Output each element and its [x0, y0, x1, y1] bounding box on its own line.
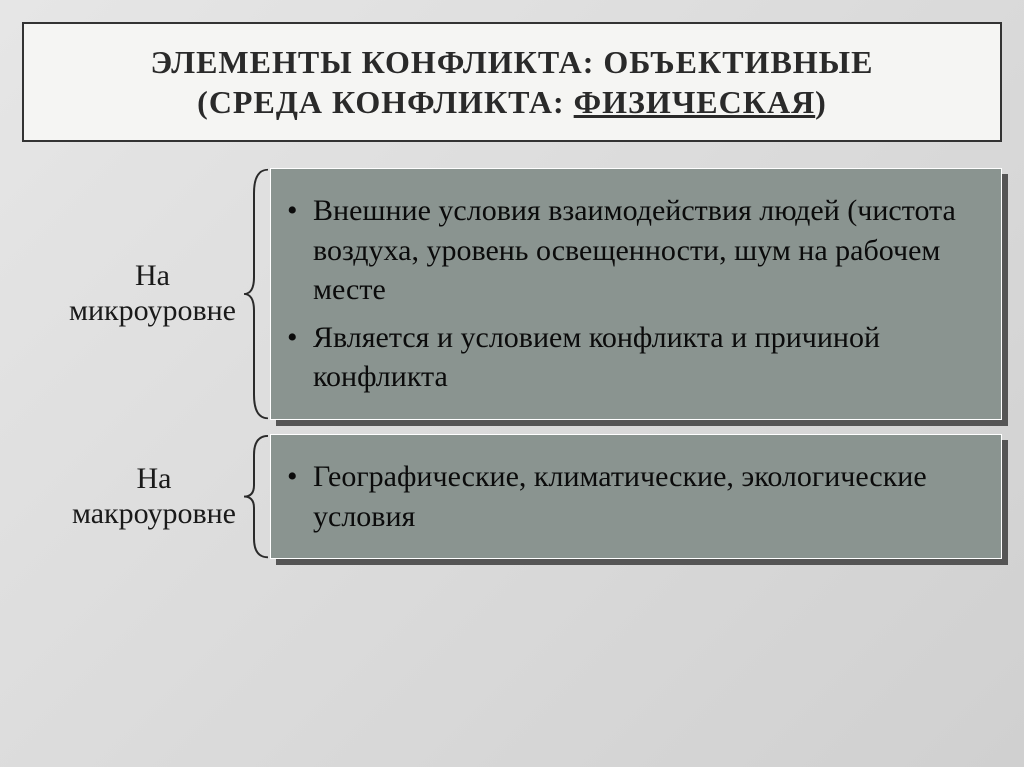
- label-macro: На макроуровне: [22, 434, 242, 559]
- list-item: Географические, климатические, экологиче…: [313, 457, 977, 536]
- list-micro: Внешние условия взаимодействия людей (чи…: [279, 191, 977, 397]
- box-micro: Внешние условия взаимодействия людей (чи…: [270, 168, 1002, 420]
- box-micro-col: Внешние условия взаимодействия людей (чи…: [270, 168, 1002, 420]
- list-item: Внешние условия взаимодействия людей (чи…: [313, 191, 977, 310]
- title-line2-underlined: ФИЗИЧЕСКАЯ: [574, 84, 816, 120]
- row-micro: На микроуровне Внешние условия взаимодей…: [22, 168, 1002, 420]
- list-macro: Географические, климатические, экологиче…: [279, 457, 977, 536]
- box-macro-col: Географические, климатические, экологиче…: [270, 434, 1002, 559]
- title-panel: ЭЛЕМЕНТЫ КОНФЛИКТА: ОБЪЕКТИВНЫЕ (СРЕДА К…: [22, 22, 1002, 142]
- row-macro: На макроуровне Географические, климатиче…: [22, 434, 1002, 559]
- label-micro: На микроуровне: [22, 168, 242, 420]
- title-line2-suffix: ): [815, 84, 827, 120]
- label-macro-line2: макроуровне: [72, 497, 236, 530]
- list-item: Является и условием конфликта и причиной…: [313, 318, 977, 397]
- title-line-1: ЭЛЕМЕНТЫ КОНФЛИКТА: ОБЪЕКТИВНЫЕ: [44, 42, 980, 82]
- content-area: На микроуровне Внешние условия взаимодей…: [22, 168, 1002, 745]
- label-macro-line1: На: [136, 462, 171, 495]
- brace-macro: [242, 434, 270, 559]
- box-macro: Географические, климатические, экологиче…: [270, 434, 1002, 559]
- title-line2-prefix: (СРЕДА КОНФЛИКТА:: [197, 84, 574, 120]
- brace-micro: [242, 168, 270, 420]
- label-micro-line1: На: [135, 259, 170, 292]
- title-line-2: (СРЕДА КОНФЛИКТА: ФИЗИЧЕСКАЯ): [44, 82, 980, 122]
- label-micro-line2: микроуровне: [69, 294, 236, 327]
